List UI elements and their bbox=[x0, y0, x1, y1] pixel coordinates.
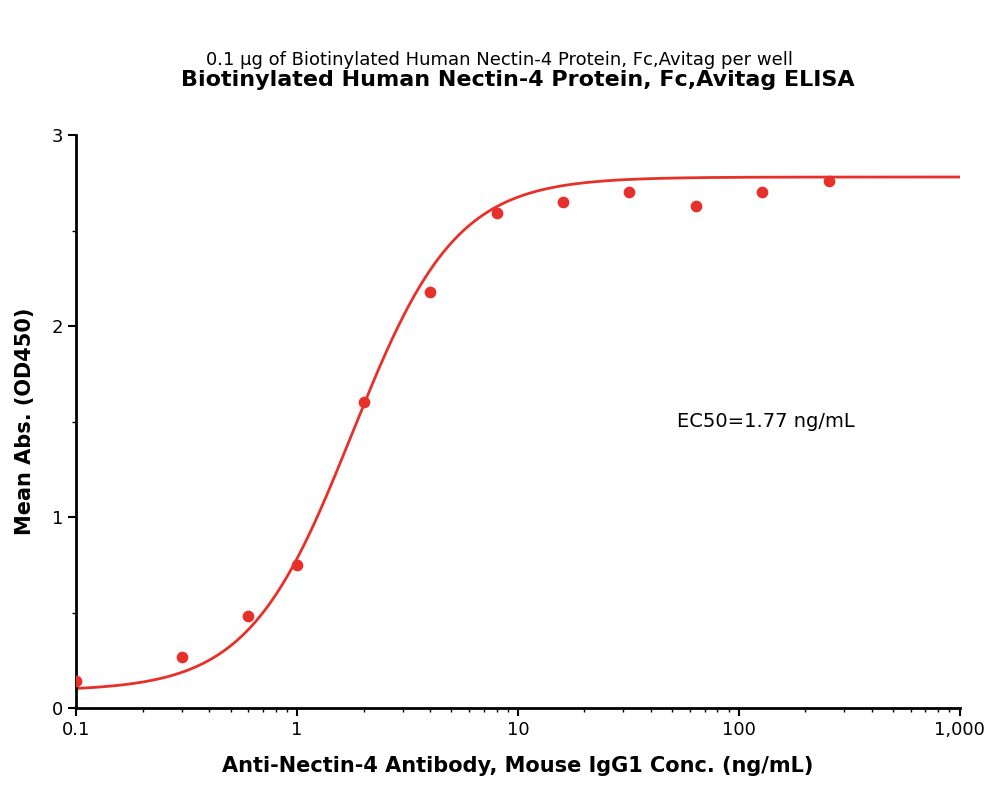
Point bbox=[174, 650, 190, 663]
Point bbox=[356, 396, 372, 409]
Point bbox=[68, 675, 84, 687]
Point bbox=[422, 286, 438, 298]
Point bbox=[489, 207, 505, 220]
Point bbox=[821, 175, 837, 187]
Point bbox=[289, 558, 305, 571]
Title: Biotinylated Human Nectin-4 Protein, Fc,Avitag ELISA: Biotinylated Human Nectin-4 Protein, Fc,… bbox=[181, 70, 855, 90]
Point bbox=[754, 186, 770, 199]
Point bbox=[621, 186, 637, 199]
X-axis label: Anti-Nectin-4 Antibody, Mouse IgG1 Conc. (ng/mL): Anti-Nectin-4 Antibody, Mouse IgG1 Conc.… bbox=[222, 756, 814, 776]
Point bbox=[240, 610, 256, 623]
Y-axis label: Mean Abs. (OD450): Mean Abs. (OD450) bbox=[15, 308, 35, 536]
Text: EC50=1.77 ng/mL: EC50=1.77 ng/mL bbox=[677, 412, 855, 431]
Point bbox=[688, 199, 704, 212]
Text: 0.1 μg of Biotinylated Human Nectin-4 Protein, Fc,Avitag per well: 0.1 μg of Biotinylated Human Nectin-4 Pr… bbox=[207, 51, 794, 70]
Point bbox=[555, 195, 571, 208]
